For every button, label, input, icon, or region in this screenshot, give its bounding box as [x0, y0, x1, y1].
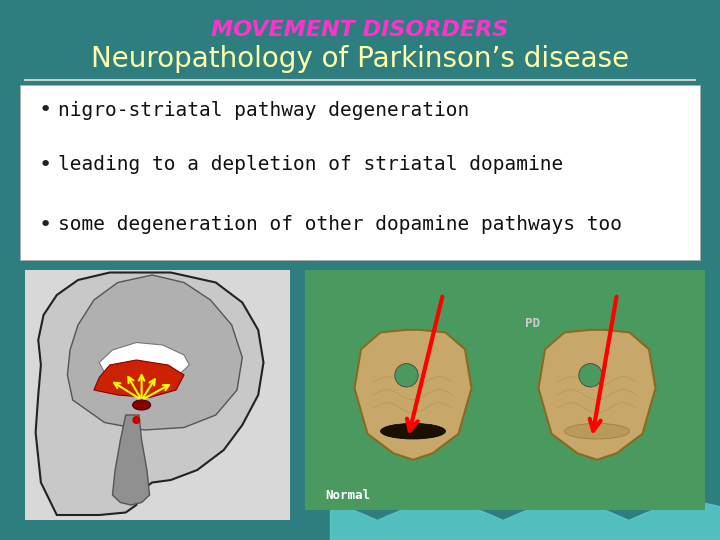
FancyBboxPatch shape: [25, 270, 290, 520]
Polygon shape: [99, 342, 189, 380]
Text: •: •: [38, 155, 52, 175]
Text: Normal: Normal: [325, 489, 370, 502]
Polygon shape: [68, 275, 243, 430]
Text: PD: PD: [525, 317, 540, 330]
Polygon shape: [354, 330, 472, 460]
Text: •: •: [38, 100, 52, 120]
Polygon shape: [35, 273, 264, 515]
Ellipse shape: [564, 423, 629, 439]
Text: Neuropathology of Parkinson’s disease: Neuropathology of Parkinson’s disease: [91, 45, 629, 73]
Polygon shape: [112, 415, 150, 505]
FancyBboxPatch shape: [305, 270, 705, 510]
Ellipse shape: [579, 363, 602, 387]
Ellipse shape: [132, 416, 140, 424]
Text: •: •: [38, 215, 52, 235]
Text: leading to a depletion of striatal dopamine: leading to a depletion of striatal dopam…: [58, 156, 563, 174]
Polygon shape: [94, 360, 184, 397]
Text: some degeneration of other dopamine pathways too: some degeneration of other dopamine path…: [58, 215, 622, 234]
Text: nigro-striatal pathway degeneration: nigro-striatal pathway degeneration: [58, 100, 469, 119]
Ellipse shape: [380, 423, 446, 439]
Text: MOVEMENT DISORDERS: MOVEMENT DISORDERS: [212, 20, 508, 40]
FancyBboxPatch shape: [20, 85, 700, 260]
Polygon shape: [539, 330, 655, 460]
Ellipse shape: [132, 400, 150, 410]
Ellipse shape: [395, 363, 418, 387]
